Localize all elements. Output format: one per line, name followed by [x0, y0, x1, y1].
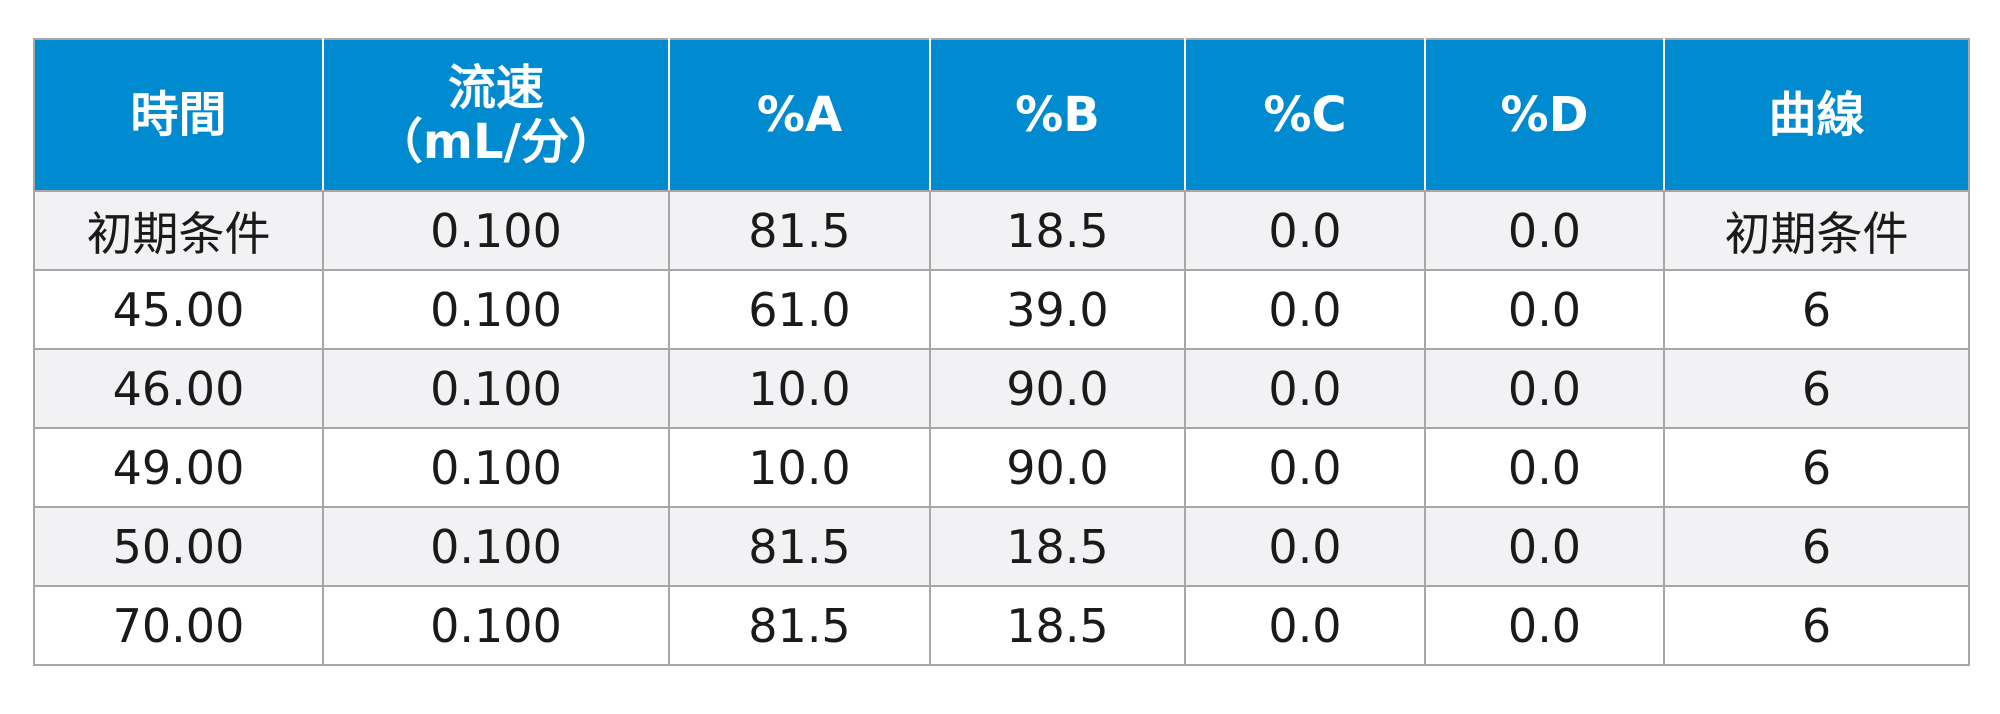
cell-curve: 6 [1663, 585, 1970, 666]
cell-percent-b: 18.5 [929, 585, 1186, 666]
header-curve: 曲線 [1663, 38, 1970, 192]
cell-percent-d: 0.0 [1424, 190, 1665, 271]
cell-percent-d: 0.0 [1424, 269, 1665, 350]
cell-percent-a: 61.0 [668, 269, 931, 350]
cell-percent-a: 81.5 [668, 190, 931, 271]
cell-percent-c: 0.0 [1184, 348, 1426, 429]
table-row: 70.00 0.100 81.5 18.5 0.0 0.0 6 [33, 585, 1970, 666]
cell-flow-rate: 0.100 [322, 269, 670, 350]
cell-percent-a: 81.5 [668, 585, 931, 666]
cell-curve: 6 [1663, 506, 1970, 587]
table-row: 49.00 0.100 10.0 90.0 0.0 0.0 6 [33, 427, 1970, 508]
cell-percent-d: 0.0 [1424, 506, 1665, 587]
header-flow-rate-label: 流速 [447, 60, 544, 116]
cell-percent-c: 0.0 [1184, 190, 1426, 271]
header-percent-b: %B [929, 38, 1186, 192]
table-row: 初期条件 0.100 81.5 18.5 0.0 0.0 初期条件 [33, 190, 1970, 271]
table-row: 46.00 0.100 10.0 90.0 0.0 0.0 6 [33, 348, 1970, 429]
header-percent-d: %D [1424, 38, 1665, 192]
cell-percent-d: 0.0 [1424, 585, 1665, 666]
cell-curve: 6 [1663, 427, 1970, 508]
cell-percent-b: 90.0 [929, 348, 1186, 429]
header-flow-rate: 流速 （mL/分） [322, 38, 670, 192]
cell-flow-rate: 0.100 [322, 427, 670, 508]
cell-time: 49.00 [33, 427, 324, 508]
cell-percent-d: 0.0 [1424, 348, 1665, 429]
cell-percent-a: 10.0 [668, 348, 931, 429]
cell-percent-b: 18.5 [929, 190, 1186, 271]
cell-time: 46.00 [33, 348, 324, 429]
cell-percent-c: 0.0 [1184, 269, 1426, 350]
cell-percent-b: 39.0 [929, 269, 1186, 350]
cell-percent-c: 0.0 [1184, 506, 1426, 587]
cell-percent-c: 0.0 [1184, 427, 1426, 508]
cell-time: 45.00 [33, 269, 324, 350]
cell-flow-rate: 0.100 [322, 190, 670, 271]
cell-percent-d: 0.0 [1424, 427, 1665, 508]
cell-percent-c: 0.0 [1184, 585, 1426, 666]
header-flow-rate-unit: （mL/分） [374, 114, 618, 170]
cell-curve: 6 [1663, 269, 1970, 350]
cell-time: 50.00 [33, 506, 324, 587]
header-percent-c: %C [1184, 38, 1426, 192]
cell-flow-rate: 0.100 [322, 585, 670, 666]
cell-percent-b: 90.0 [929, 427, 1186, 508]
cell-percent-a: 10.0 [668, 427, 931, 508]
cell-flow-rate: 0.100 [322, 348, 670, 429]
cell-curve: 6 [1663, 348, 1970, 429]
table-row: 45.00 0.100 61.0 39.0 0.0 0.0 6 [33, 269, 1970, 350]
gradient-table: 時間 流速 （mL/分） %A %B %C %D 曲線 初期条件 0.100 8… [33, 38, 1970, 666]
cell-time: 初期条件 [33, 190, 324, 271]
cell-time: 70.00 [33, 585, 324, 666]
cell-flow-rate: 0.100 [322, 506, 670, 587]
table-row: 50.00 0.100 81.5 18.5 0.0 0.0 6 [33, 506, 1970, 587]
header-row: 時間 流速 （mL/分） %A %B %C %D 曲線 [33, 38, 1970, 192]
header-percent-a: %A [668, 38, 931, 192]
cell-percent-a: 81.5 [668, 506, 931, 587]
header-time: 時間 [33, 38, 324, 192]
cell-curve: 初期条件 [1663, 190, 1970, 271]
cell-percent-b: 18.5 [929, 506, 1186, 587]
